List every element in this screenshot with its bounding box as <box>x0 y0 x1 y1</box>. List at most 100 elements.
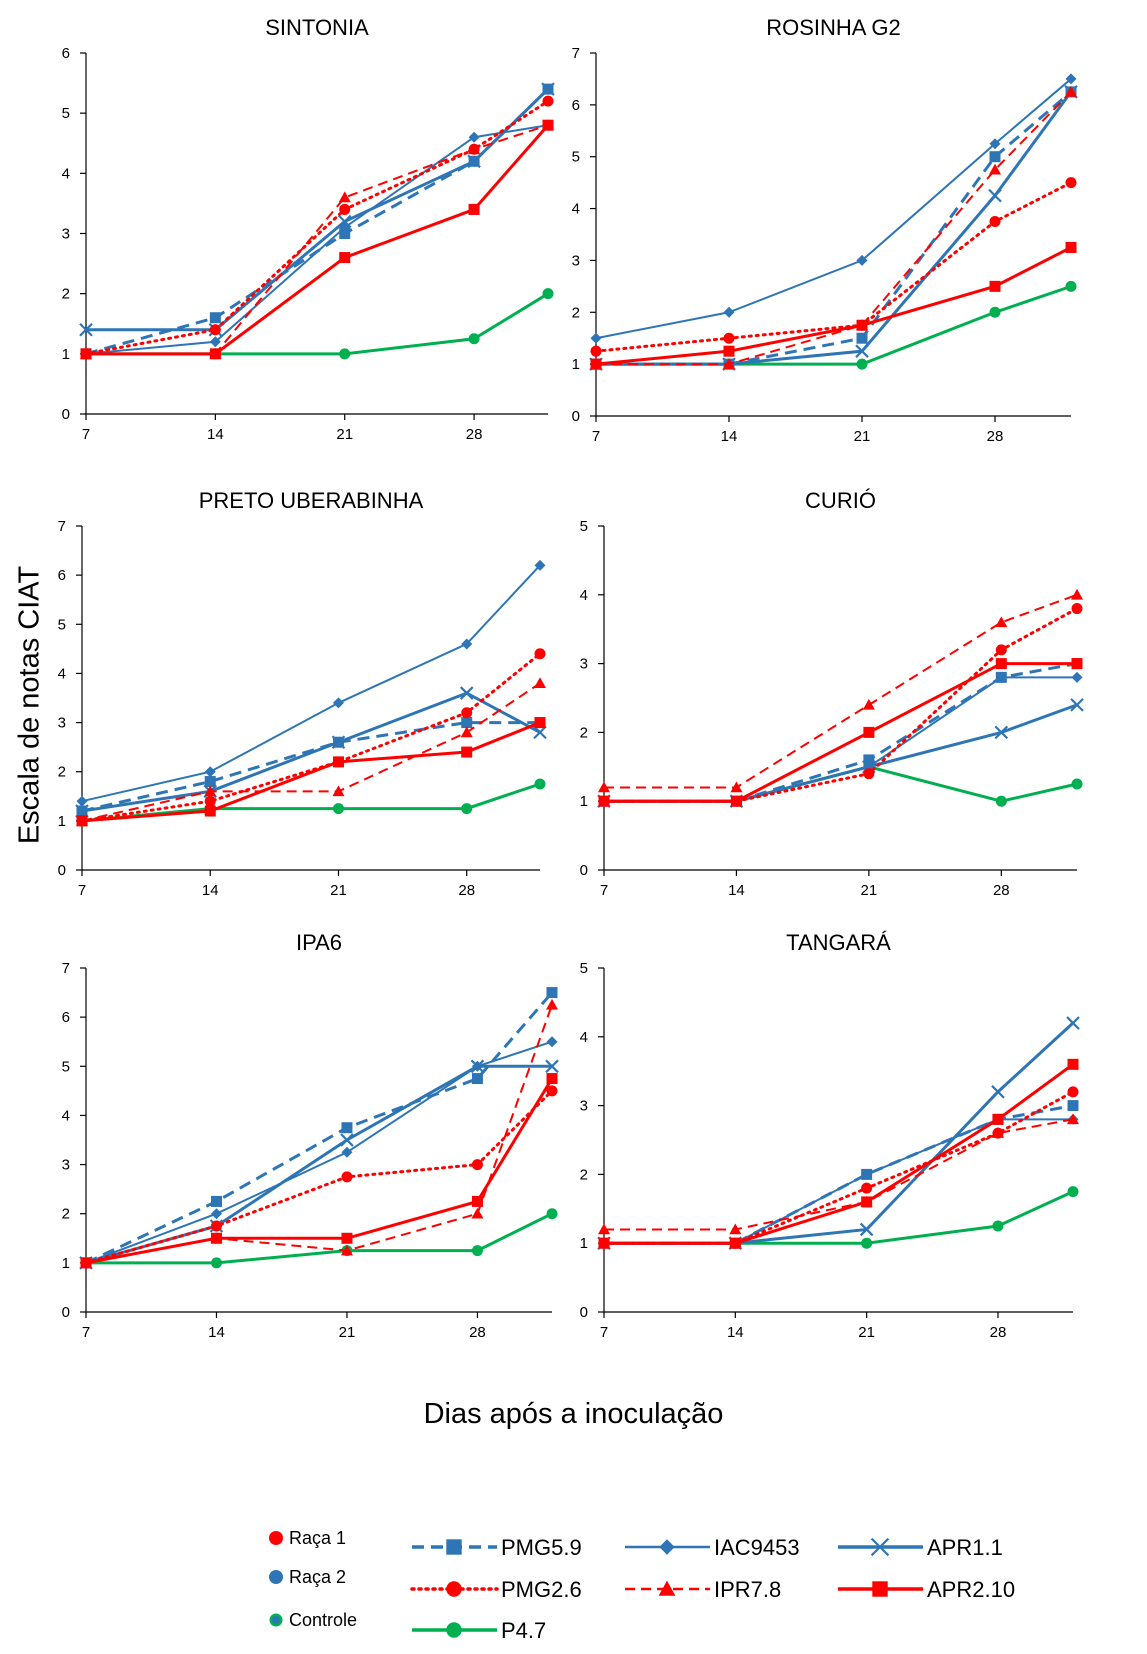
data-point <box>546 998 558 1010</box>
y-tick-label: 3 <box>572 252 580 269</box>
x-tick-label: 14 <box>207 426 224 443</box>
series-line <box>85 991 554 1265</box>
series-line <box>81 721 540 813</box>
data-point <box>338 191 351 203</box>
series-line <box>604 1190 1074 1245</box>
data-point <box>598 1223 610 1235</box>
data-point <box>76 805 88 817</box>
data-point <box>534 778 546 790</box>
data-point <box>534 648 546 660</box>
y-tick-label: 2 <box>62 286 70 303</box>
data-point <box>861 1237 873 1249</box>
y-tick-label: 4 <box>580 587 588 604</box>
series-line <box>604 765 1078 803</box>
x-tick-label: 14 <box>727 1324 744 1341</box>
data-point <box>468 203 480 215</box>
data-point <box>542 83 554 95</box>
y-tick-label: 3 <box>62 1157 70 1174</box>
x-tick-label: 28 <box>993 882 1010 899</box>
x-tick-label: 21 <box>854 428 871 445</box>
chart-title: CURIÓ <box>805 488 876 513</box>
y-tick-label: 2 <box>580 724 588 741</box>
data-point <box>461 717 473 729</box>
y-tick-label: 5 <box>580 518 588 535</box>
y-tick-label: 4 <box>580 1029 588 1046</box>
global-y-axis-label: Escala de notas CIAT <box>14 566 46 845</box>
data-point <box>1066 1016 1080 1030</box>
y-tick-label: 5 <box>572 149 580 166</box>
data-point <box>723 306 735 318</box>
series-line <box>85 88 550 356</box>
data-point <box>863 754 875 766</box>
data-point <box>1067 1058 1079 1070</box>
y-tick-label: 3 <box>58 715 66 732</box>
data-point <box>468 333 480 345</box>
series-pmg2-6 <box>80 1085 558 1269</box>
data-point <box>863 726 875 738</box>
data-point <box>590 358 602 370</box>
data-point <box>204 776 216 788</box>
data-point <box>995 644 1007 656</box>
x-tick-label: 28 <box>469 1324 486 1341</box>
y-tick-label: 5 <box>62 105 70 122</box>
data-point <box>332 697 344 709</box>
data-point <box>80 348 92 360</box>
data-point <box>542 119 554 131</box>
data-point <box>468 143 480 155</box>
data-point <box>209 336 221 348</box>
data-point <box>723 358 735 369</box>
chart-title: ROSINHA G2 <box>766 15 900 40</box>
data-point <box>1065 85 1077 97</box>
data-point <box>861 1168 873 1180</box>
series-line <box>596 91 1072 366</box>
y-tick-label: 7 <box>58 518 66 535</box>
series-iac9453 <box>76 559 546 807</box>
data-point <box>988 188 1002 203</box>
data-point <box>468 131 480 143</box>
x-tick-label: 7 <box>78 882 86 899</box>
data-point <box>339 348 351 360</box>
x-tick-label: 14 <box>202 882 219 899</box>
data-point <box>1071 603 1083 615</box>
series-line <box>85 1077 554 1265</box>
data-point <box>332 785 345 797</box>
data-point <box>470 1059 485 1074</box>
data-point <box>855 344 869 358</box>
y-tick-label: 0 <box>580 1304 588 1321</box>
data-point <box>204 766 216 778</box>
data-point <box>598 795 610 807</box>
y-tick-label: 1 <box>572 356 580 373</box>
data-point <box>723 332 735 344</box>
data-point <box>534 559 546 571</box>
data-point <box>339 228 351 239</box>
series-pmg5-9 <box>80 987 558 1269</box>
series-pmg5-9 <box>598 1100 1079 1249</box>
data-point <box>1067 1186 1079 1198</box>
data-point <box>337 214 352 229</box>
chart-panel-5: IPA6 0 1 2 3 4 5 6 7 7 14 21 28 <box>62 930 559 1341</box>
data-point <box>856 332 868 344</box>
series-ipr7-8 <box>598 588 1083 793</box>
series-line <box>594 181 1073 353</box>
y-tick-label: 0 <box>58 862 66 879</box>
x-tick-label: 28 <box>466 426 483 443</box>
data-point <box>730 795 742 807</box>
series-apr2-10 <box>598 658 1083 807</box>
data-point <box>1071 588 1083 600</box>
data-point <box>341 1171 353 1183</box>
series-apr2-10 <box>76 717 546 827</box>
series-line <box>604 676 1077 803</box>
data-point <box>992 1113 1004 1125</box>
y-tick-label: 6 <box>62 1009 70 1026</box>
data-point <box>729 1237 741 1249</box>
series-line <box>595 246 1072 366</box>
data-point <box>992 1127 1004 1139</box>
data-point <box>730 781 743 793</box>
data-point <box>995 795 1007 807</box>
data-point <box>598 1237 610 1249</box>
data-point <box>332 736 344 748</box>
y-tick-label: 0 <box>62 406 70 423</box>
y-tick-label: 1 <box>62 346 70 363</box>
data-point <box>340 1133 354 1147</box>
